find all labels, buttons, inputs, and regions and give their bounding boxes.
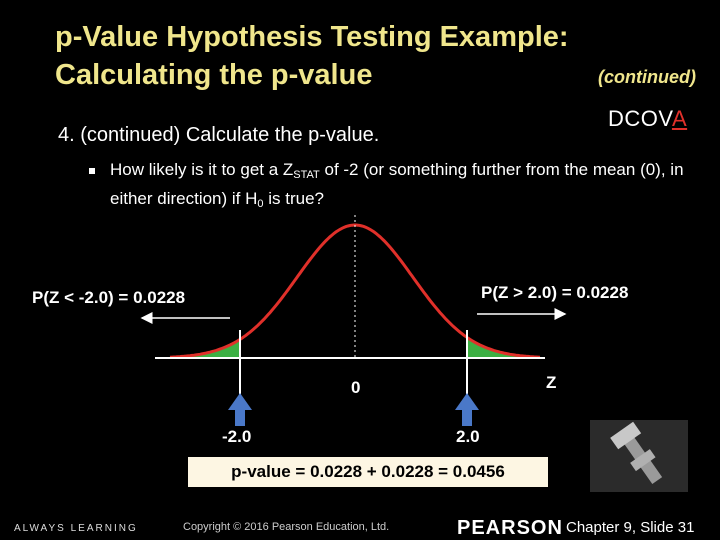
bullet-sub-2: 0 — [257, 198, 264, 210]
bolt-icon — [590, 420, 688, 492]
footer-brand-logo: PEARSON — [457, 517, 563, 539]
right-critical-value: 2.0 — [456, 427, 480, 446]
dcova-label: DCOVA — [608, 106, 687, 132]
continued-label: (continued) — [598, 67, 696, 87]
bullet-part-2: of -2 (or something further from the mea… — [110, 160, 684, 208]
bolt-photo — [590, 420, 688, 492]
right-up-arrow-icon — [455, 393, 479, 426]
left-critical-value: -2.0 — [222, 427, 252, 446]
bullet-text: How likely is it to get a ZSTAT of -2 (o… — [110, 158, 710, 216]
right-probability-label: P(Z > 2.0) = 0.0228 — [481, 283, 629, 302]
left-up-arrow-icon — [228, 393, 252, 426]
z-axis-label: Z — [546, 373, 557, 392]
left-tail-area — [170, 339, 240, 358]
left-probability-label: P(Z < -2.0) = 0.0228 — [32, 288, 186, 307]
right-tail-area — [467, 337, 540, 358]
dcova-prefix: DCOV — [608, 106, 672, 131]
bullet-part-3: is true? — [263, 189, 324, 208]
footer-bar — [0, 516, 720, 540]
step-text: 4. (continued) Calculate the p-value. — [58, 124, 380, 146]
footer-tagline: ALWAYS LEARNING — [14, 523, 138, 534]
bullet-sub-1: STAT — [293, 169, 320, 181]
footer-slide-number: Chapter 9, Slide 31 — [566, 519, 695, 536]
pvalue-box: p-value = 0.0228 + 0.0228 = 0.0456 — [188, 457, 548, 487]
bullet-square-icon — [89, 168, 95, 174]
title-line-1: p-Value Hypothesis Testing Example: — [55, 21, 569, 53]
slide-title: p-Value Hypothesis Testing Example: Calc… — [55, 18, 569, 94]
bullet-part-1: How likely is it to get a Z — [110, 160, 294, 179]
title-line-2: Calculating the p-value — [55, 59, 373, 91]
dcova-highlight: A — [671, 106, 688, 131]
footer-copyright: Copyright © 2016 Pearson Education, Ltd. — [183, 521, 390, 533]
mean-zero-label: 0 — [351, 378, 361, 397]
